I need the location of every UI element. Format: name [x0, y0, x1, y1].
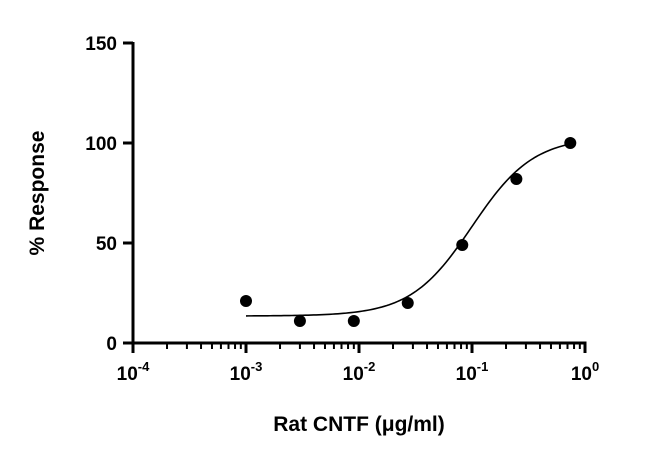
x-tick-label: 10-2 — [343, 359, 376, 385]
x-ticks: 10-4 10-3 10-2 10-1 100 — [117, 343, 599, 385]
y-tick-label: 0 — [106, 334, 117, 355]
y-axis-title: % Response — [26, 131, 49, 256]
fit-curve — [245, 143, 571, 317]
y-tick-label: 100 — [85, 134, 117, 155]
data-point — [293, 315, 306, 327]
y-tick-label: 150 — [85, 34, 117, 55]
data-point — [347, 315, 360, 327]
x-tick-label: 10-3 — [230, 359, 263, 385]
axes — [131, 42, 587, 345]
data-point — [510, 173, 523, 185]
x-axis-title: Rat CNTF (μg/ml) — [273, 413, 445, 436]
data-points — [240, 137, 577, 327]
data-point — [456, 239, 469, 251]
data-point — [401, 297, 414, 309]
y-ticks: 0 50 100 150 — [85, 34, 133, 355]
data-point — [564, 137, 577, 149]
y-tick-label: 50 — [96, 234, 117, 255]
data-point — [240, 295, 252, 307]
x-tick-label: 100 — [571, 359, 599, 385]
x-tick-label: 10-4 — [117, 359, 150, 385]
x-tick-label: 10-1 — [456, 359, 489, 385]
